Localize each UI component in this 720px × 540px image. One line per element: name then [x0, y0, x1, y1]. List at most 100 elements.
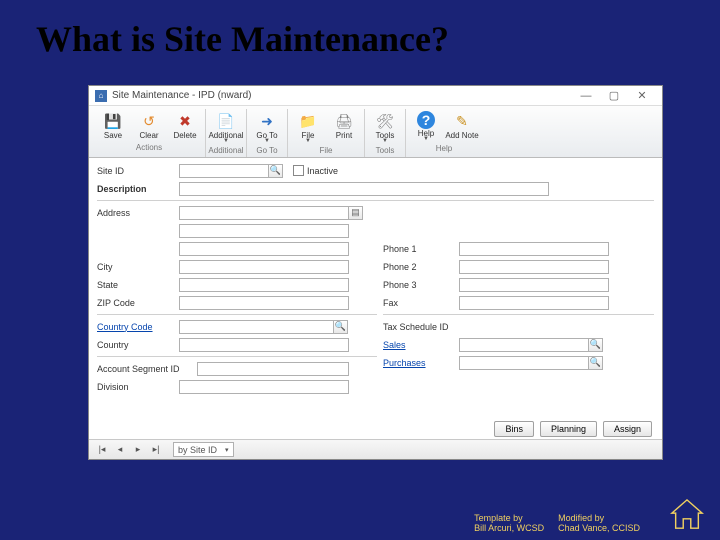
help-button[interactable]: ?Help▼ [408, 109, 444, 143]
close-button[interactable]: ✕ [628, 88, 656, 104]
inactive-label: Inactive [307, 166, 338, 176]
country-input[interactable] [179, 338, 349, 352]
zip-label: ZIP Code [97, 298, 179, 308]
ribbon-group-label: File [320, 145, 333, 157]
sales-input[interactable] [459, 338, 589, 352]
address-input-2[interactable] [179, 224, 349, 238]
account-segment-input[interactable] [197, 362, 349, 376]
nav-next-icon[interactable]: ▸ [131, 443, 145, 457]
bins-button[interactable]: Bins [494, 421, 534, 437]
account-segment-label: Account Segment ID [97, 364, 197, 374]
phone3-label: Phone 3 [383, 280, 459, 290]
record-navigator: |◂ ◂ ▸ ▸| by Site ID ▾ [89, 439, 662, 459]
fax-input[interactable] [459, 296, 609, 310]
modified-by-author: Chad Vance, CCISD [558, 524, 640, 534]
purchases-link[interactable]: Purchases [383, 358, 459, 368]
save-button[interactable]: 💾Save [95, 109, 131, 142]
maximize-button[interactable]: ▢ [600, 88, 628, 104]
ribbon-group-actions: 💾Save↺Clear✖DeleteActions [93, 109, 206, 157]
home-icon[interactable] [668, 498, 706, 532]
chevron-down-icon: ▼ [305, 140, 311, 143]
ribbon-group-label: Help [436, 143, 452, 155]
nav-first-icon[interactable]: |◂ [95, 443, 109, 457]
description-label: Description [97, 184, 179, 194]
ribbon-toolbar: 💾Save↺Clear✖DeleteActions📄Additional▼Add… [89, 106, 662, 158]
chevron-down-icon: ▼ [423, 138, 429, 141]
addnote-label: Add Note [445, 132, 478, 140]
delete-button[interactable]: ✖Delete [167, 109, 203, 142]
tax-schedule-label: Tax Schedule ID [383, 322, 473, 332]
ribbon-group-file: 📁File▼🖨PrintFile [288, 109, 365, 157]
ribbon-group-help: ?Help▼✎Add NoteHelp [406, 109, 482, 157]
assign-button[interactable]: Assign [603, 421, 652, 437]
app-window: ⌂ Site Maintenance - IPD (nward) — ▢ ✕ 💾… [88, 85, 663, 460]
print-icon: 🖨 [334, 111, 354, 131]
lookup-icon[interactable]: 🔍 [588, 356, 603, 370]
nav-prev-icon[interactable]: ◂ [113, 443, 127, 457]
state-input[interactable] [179, 278, 349, 292]
tools-button[interactable]: 🛠Tools▼ [367, 109, 403, 145]
site-id-input[interactable] [179, 164, 269, 178]
file-button[interactable]: 📁File▼ [290, 109, 326, 145]
save-icon: 💾 [103, 111, 123, 131]
phone1-input[interactable] [459, 242, 609, 256]
form-area: Site ID 🔍 Inactive Description Address ▤ [89, 158, 662, 396]
zip-input[interactable] [179, 296, 349, 310]
save-label: Save [104, 132, 122, 140]
ribbon-group-label: Actions [136, 142, 162, 154]
country-code-link[interactable]: Country Code [97, 322, 179, 332]
city-input[interactable] [179, 260, 349, 274]
additional-button[interactable]: 📄Additional▼ [208, 109, 244, 145]
division-input[interactable] [179, 380, 349, 394]
planning-button[interactable]: Planning [540, 421, 597, 437]
help-icon: ? [417, 111, 435, 129]
ribbon-group-tools: 🛠Tools▼Tools [365, 109, 406, 157]
file-icon: 📁 [298, 111, 318, 131]
ribbon-group-label: Additional [208, 145, 243, 157]
lookup-icon[interactable]: 🔍 [333, 320, 348, 334]
addnote-button[interactable]: ✎Add Note [444, 109, 480, 143]
app-icon: ⌂ [95, 90, 107, 102]
titlebar: ⌂ Site Maintenance - IPD (nward) — ▢ ✕ [89, 86, 662, 106]
goto-icon: ➜ [257, 111, 277, 131]
phone2-input[interactable] [459, 260, 609, 274]
additional-icon: 📄 [216, 111, 236, 131]
inactive-checkbox[interactable] [293, 165, 304, 176]
division-label: Division [97, 382, 179, 392]
address-input-1[interactable] [179, 206, 349, 220]
addnote-icon: ✎ [452, 111, 472, 131]
ribbon-group-label: Tools [376, 145, 395, 157]
phone2-label: Phone 2 [383, 262, 459, 272]
nav-last-icon[interactable]: ▸| [149, 443, 163, 457]
description-input[interactable] [179, 182, 549, 196]
address-label: Address [97, 208, 179, 218]
ribbon-group-go-to: ➜Go To▼Go To [247, 109, 288, 157]
purchases-input[interactable] [459, 356, 589, 370]
sort-by-label: by Site ID [178, 445, 217, 455]
sort-by-dropdown[interactable]: by Site ID ▾ [173, 442, 234, 457]
address-expand-icon[interactable]: ▤ [348, 206, 363, 220]
goto-button[interactable]: ➜Go To▼ [249, 109, 285, 145]
phone1-label: Phone 1 [383, 244, 459, 254]
chevron-down-icon: ▼ [264, 140, 270, 143]
lookup-icon[interactable]: 🔍 [268, 164, 283, 178]
clear-icon: ↺ [139, 111, 159, 131]
print-button[interactable]: 🖨Print [326, 109, 362, 145]
country-code-input[interactable] [179, 320, 334, 334]
phone3-input[interactable] [459, 278, 609, 292]
country-label: Country [97, 340, 179, 350]
sales-link[interactable]: Sales [383, 340, 459, 350]
chevron-down-icon: ▼ [223, 140, 229, 143]
lookup-icon[interactable]: 🔍 [588, 338, 603, 352]
site-id-label: Site ID [97, 166, 179, 176]
fax-label: Fax [383, 298, 459, 308]
minimize-button[interactable]: — [572, 88, 600, 104]
clear-button[interactable]: ↺Clear [131, 109, 167, 142]
template-by-author: Bill Arcuri, WCSD [474, 524, 544, 534]
separator [97, 314, 377, 315]
state-label: State [97, 280, 179, 290]
address-input-3[interactable] [179, 242, 349, 256]
clear-label: Clear [139, 132, 158, 140]
delete-icon: ✖ [175, 111, 195, 131]
slide-title: What is Site Maintenance? [0, 0, 720, 70]
